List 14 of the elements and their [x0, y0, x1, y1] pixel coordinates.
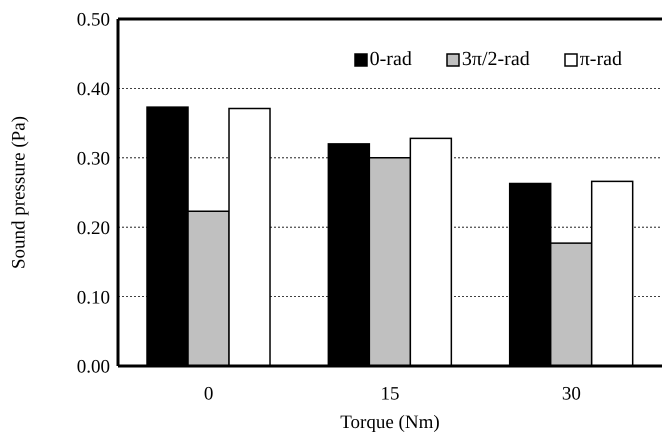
legend-label: 3π/2-rad [462, 48, 530, 71]
y-tick-label: 0.40 [76, 79, 110, 100]
y-tick-label: 0.10 [76, 287, 110, 308]
x-tick-label: 0 [204, 383, 214, 404]
y-axis-title: Sound pressure (Pa) [8, 116, 30, 270]
y-tick-label: 0.50 [76, 10, 110, 31]
y-tick-label: 0.00 [76, 356, 110, 378]
x-axis-title: Torque (Nm) [340, 412, 440, 433]
x-tick-label: 30 [562, 383, 581, 404]
y-tick-label: 0.30 [76, 148, 110, 170]
y-tick-label: 0.20 [76, 218, 110, 239]
legend-label: π-rad [580, 48, 622, 71]
legend-label: 0-rad [370, 48, 412, 71]
x-tick-label: 15 [380, 383, 400, 404]
